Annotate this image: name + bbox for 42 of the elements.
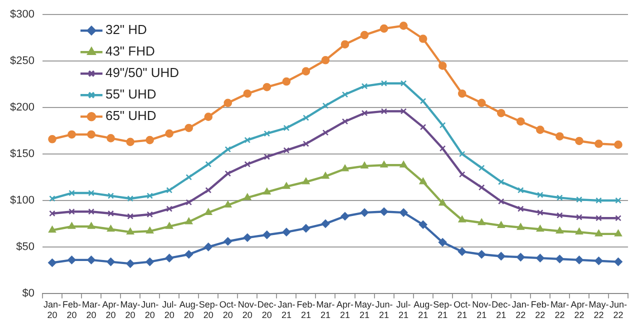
x-tick-label: Sep-21	[433, 299, 452, 320]
x-tick-label: Jan-21	[278, 299, 296, 320]
x-tick-label: Feb-22	[530, 299, 550, 320]
x-tick-label: Jul-21	[396, 299, 411, 320]
y-tick-label: $300	[10, 8, 34, 21]
x-tick-label: Jan-22	[512, 299, 530, 320]
x-tick-label: May-22	[588, 299, 609, 320]
legend-label: 65" UHD	[105, 108, 156, 124]
x-tick-label: Sep-20	[198, 299, 218, 320]
y-tick-label: $50	[16, 240, 34, 253]
x-tick-label: Mar-20	[82, 299, 101, 320]
x-tick-label: May-21	[354, 299, 375, 320]
x-tick-label: Mar-22	[550, 299, 569, 320]
x-tick-label: Apr-20	[102, 299, 120, 320]
x-tick-label: Oct-20	[219, 299, 236, 320]
legend-label: 55" UHD	[105, 86, 156, 102]
x-tick-label: Jun-21	[375, 299, 393, 320]
x-tick-label: Jul-20	[162, 299, 177, 320]
x-tick-label: Jun-22	[609, 299, 627, 320]
x-tick-label: Apr-21	[336, 299, 354, 320]
x-tick-label: Nov-21	[472, 299, 492, 320]
x-tick-label: Jan-20	[43, 299, 61, 320]
y-tick-label: $250	[10, 55, 34, 68]
legend-label: 32" HD	[105, 22, 147, 38]
x-tick-label: Aug-21	[414, 299, 433, 320]
x-tick-label: Aug-20	[179, 299, 198, 320]
x-tick-label: Oct-21	[454, 299, 471, 320]
x-tick-label: Feb-20	[62, 299, 82, 320]
legend-label: 49"/50" UHD	[105, 65, 180, 80]
legend-label: 43" FHD	[105, 44, 155, 59]
x-tick-label: Jun-20	[141, 299, 159, 320]
y-tick-label: $0	[22, 287, 34, 300]
y-tick-label: $100	[10, 194, 34, 206]
x-tick-label: Mar-21	[316, 299, 335, 320]
y-tick-label: $200	[10, 102, 34, 114]
x-tick-label: Dec-20	[257, 299, 276, 320]
y-tick-label: $150	[10, 148, 34, 160]
x-tick-label: Dec-21	[492, 299, 511, 320]
x-tick-label: Feb-21	[296, 299, 316, 320]
x-tick-label: Nov-20	[238, 299, 257, 320]
x-tick-label: May-20	[120, 299, 140, 320]
x-tick-label: Apr-22	[570, 299, 588, 320]
